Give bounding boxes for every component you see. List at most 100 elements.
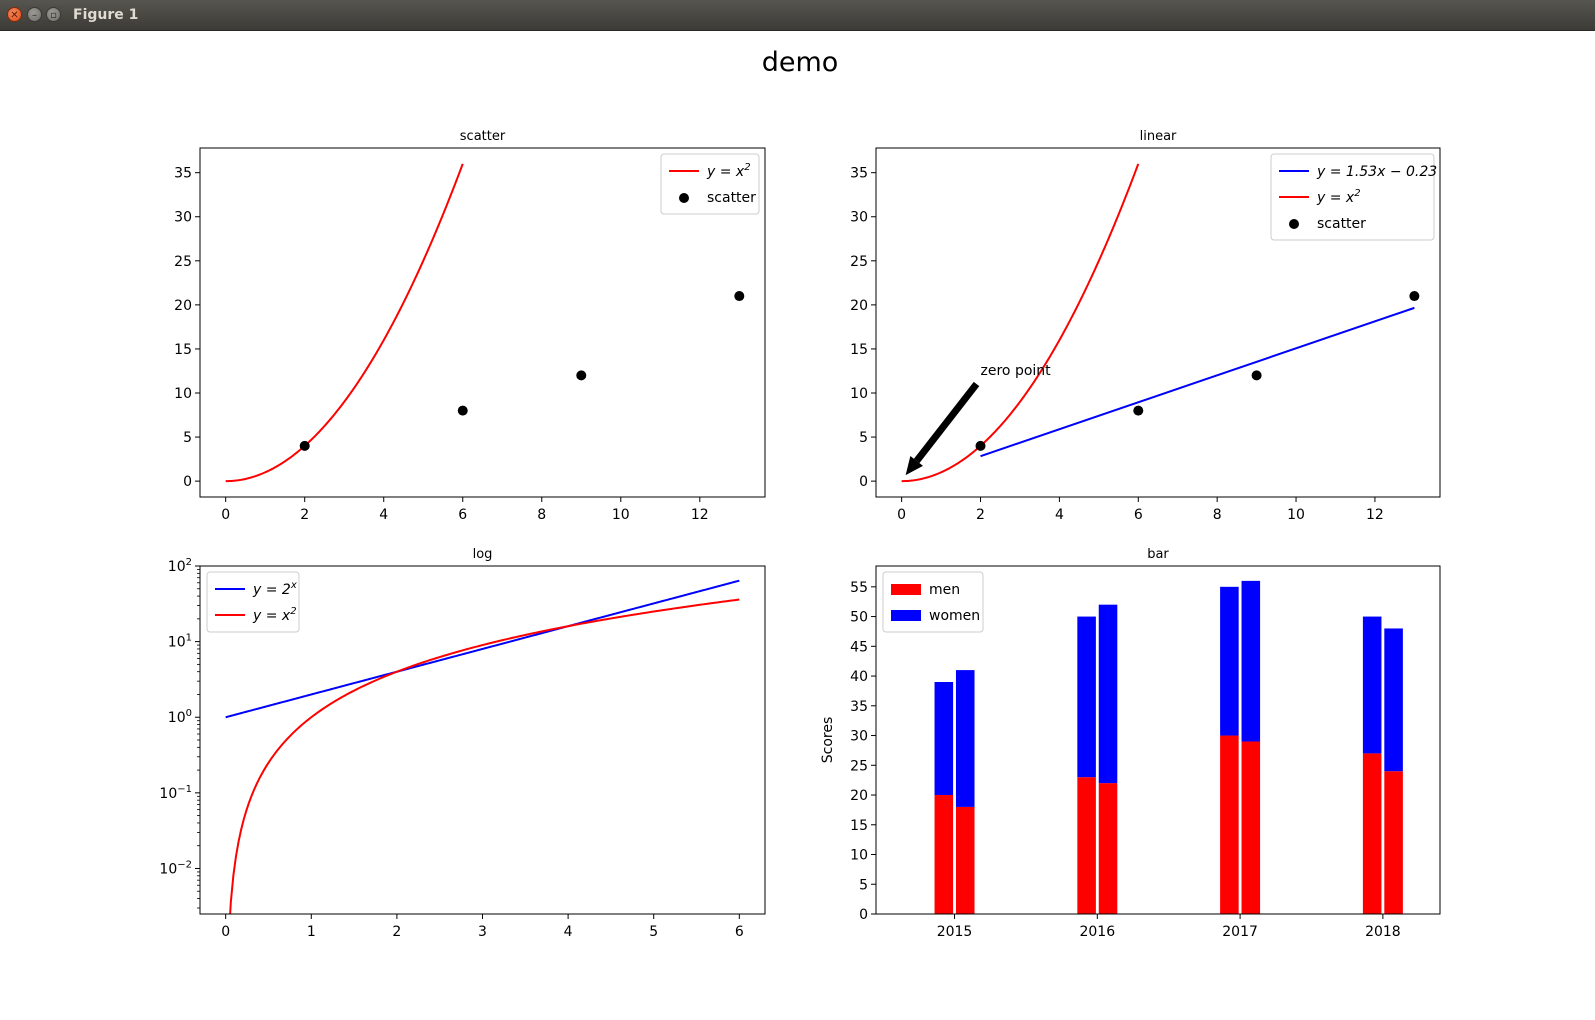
y-tick-label: 35 (850, 699, 868, 715)
scatter-point (299, 440, 310, 451)
y-tick-label: 10 (174, 386, 192, 402)
y-tick-label: 5 (859, 877, 868, 893)
legend-label: women (929, 608, 980, 624)
scatter-point (1251, 370, 1262, 381)
y-tick-label: 5 (859, 430, 868, 446)
x-tick-label: 10 (612, 507, 630, 523)
y-axis-label: Scores (820, 717, 836, 764)
x-tick-label: 8 (537, 507, 546, 523)
x-tick-label: 2015 (937, 924, 973, 940)
x-tick-label: 12 (1366, 507, 1384, 523)
y-tick-label: 10−1 (159, 784, 192, 802)
y-tick-label: 30 (174, 210, 192, 226)
x-tick-label: 12 (691, 507, 709, 523)
x-tick-label: 6 (735, 924, 744, 940)
annotation-arrow-shaft (913, 381, 980, 464)
legend: y = 1.53x − 0.23 y = x2 scatter (1270, 153, 1437, 241)
x-tick-label: 8 (1213, 507, 1222, 523)
series-line (980, 306, 1415, 458)
scatter-point (576, 370, 587, 381)
y-tick-label: 25 (174, 254, 192, 270)
bar-men (1077, 777, 1096, 914)
y-tick-label: 35 (174, 166, 192, 182)
y-tick-label: 101 (168, 633, 192, 651)
scatter-point (1409, 291, 1420, 302)
x-tick-label: 2017 (1222, 924, 1258, 940)
legend-label: y = 1.53x − 0.23 (1316, 164, 1437, 180)
legend-patch-swatch (891, 584, 921, 595)
series-line (225, 579, 740, 719)
y-tick-label: 50 (850, 610, 868, 626)
y-tick-label: 40 (850, 669, 868, 685)
subplot-scatter: scatter 0 2 4 6 8 10 12 0 5 10 15 20 25 30 35 y = x2 scat… (174, 129, 766, 523)
y-tick-label: 10 (850, 386, 868, 402)
y-tick-label: 10 (850, 848, 868, 864)
legend: y = 2x y = x2 (206, 571, 300, 633)
y-tick-label: 20 (850, 298, 868, 314)
bar-men (1362, 753, 1382, 914)
legend-label: scatter (1317, 216, 1366, 232)
bar-men (1241, 741, 1261, 914)
x-tick-label: 2 (976, 507, 985, 523)
bar-men (1220, 735, 1239, 914)
y-tick-label: 20 (174, 298, 192, 314)
y-tick-label: 5 (183, 430, 192, 446)
y-tick-label: 55 (850, 580, 868, 596)
x-tick-label: 4 (564, 924, 573, 940)
y-tick-label: 25 (850, 758, 868, 774)
y-tick-label: 10−2 (159, 859, 192, 877)
legend: men women (882, 571, 984, 633)
x-tick-label: 3 (478, 924, 487, 940)
legend-patch-swatch (891, 610, 921, 621)
x-tick-label: 2 (300, 507, 309, 523)
series-line (229, 598, 740, 914)
scatter-point (457, 405, 468, 416)
y-tick-label: 35 (850, 166, 868, 182)
legend-label: y = x2 (706, 162, 751, 180)
bar-men (1098, 783, 1118, 914)
x-tick-label: 6 (458, 507, 467, 523)
x-tick-label: 2018 (1365, 924, 1401, 940)
legend-label: scatter (707, 190, 756, 206)
y-tick-label: 30 (850, 729, 868, 745)
y-tick-label: 20 (850, 788, 868, 804)
legend-label: y = x2 (252, 606, 297, 624)
x-tick-label: 6 (1134, 507, 1143, 523)
legend-label: y = 2x (252, 580, 297, 598)
annotation-arrow-head (905, 456, 924, 476)
subplot-linear: linear 0 2 4 6 8 10 12 0 5 10 15 20 25 30 35 zero point y… (850, 129, 1441, 523)
y-tick-label: 0 (859, 907, 868, 923)
legend-label: men (929, 582, 960, 598)
bar-women (1362, 616, 1382, 754)
annotation-text: zero point (981, 363, 1052, 379)
legend-label: y = x2 (1316, 188, 1361, 206)
plot-area (225, 579, 740, 914)
x-tick-label: 4 (1055, 507, 1064, 523)
axes-frame (199, 147, 766, 498)
y-tick-label: 100 (168, 708, 192, 726)
bar-men (955, 806, 975, 914)
series-line (225, 163, 464, 483)
maximize-window-button[interactable]: ▫ (46, 7, 61, 22)
subplot-title: log (473, 547, 493, 562)
bar-women (1098, 604, 1118, 784)
close-window-button[interactable]: ✕ (7, 7, 22, 22)
legend-box (1270, 153, 1435, 241)
legend-box (206, 571, 300, 633)
legend-marker-swatch (1289, 219, 1299, 229)
y-tick-label: 15 (850, 342, 868, 358)
scatter-point (975, 440, 986, 451)
y-tick-label: 45 (850, 639, 868, 655)
minimize-window-button[interactable]: – (27, 7, 42, 22)
plot-area (934, 580, 1403, 914)
window-title: Figure 1 (73, 7, 139, 23)
axes-frame (199, 565, 766, 915)
series-line (901, 163, 1140, 483)
x-tick-label: 10 (1287, 507, 1305, 523)
x-tick-label: 0 (221, 507, 230, 523)
y-tick-label: 0 (183, 474, 192, 490)
y-tick-label: 25 (850, 254, 868, 270)
bar-women (1077, 616, 1096, 778)
y-tick-label: 102 (168, 557, 192, 575)
subplot-title: scatter (460, 129, 506, 144)
